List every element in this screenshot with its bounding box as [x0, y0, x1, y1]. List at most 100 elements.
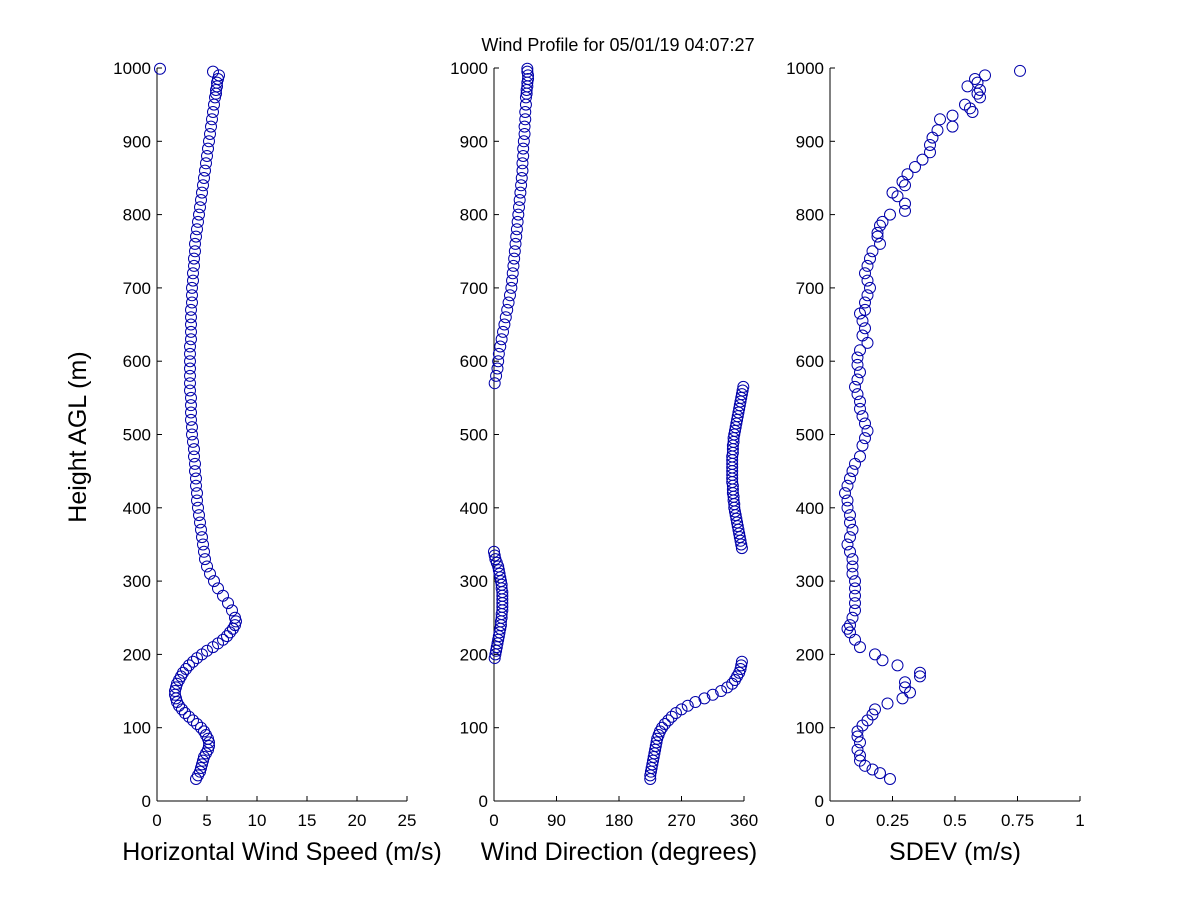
data-point: [871, 230, 884, 243]
data-point: [508, 245, 521, 258]
data-point: [856, 314, 869, 327]
data-point: [514, 186, 527, 199]
x-axis-label: Wind Direction (degrees): [481, 838, 758, 866]
data-point: [519, 98, 532, 111]
y-tick-label: 500: [460, 426, 488, 445]
data-point: [876, 654, 889, 667]
data-point: [513, 201, 525, 214]
data-point: [706, 688, 719, 701]
data-point: [492, 347, 505, 360]
data-point: [854, 366, 866, 379]
data-point: [861, 336, 874, 349]
data-point: [861, 424, 874, 437]
x-tick-label: 5: [202, 811, 211, 830]
data-point: [518, 120, 531, 133]
x-tick-label: 180: [605, 811, 633, 830]
y-tick-label: 100: [796, 719, 824, 738]
data-point: [846, 523, 859, 536]
y-tick-label: 300: [460, 572, 488, 591]
data-point: [969, 72, 981, 85]
data-point: [662, 714, 675, 727]
data-point: [506, 274, 519, 287]
subplot-2: 0 100 200 300 400 500 600 700 800 900 1000 0 90 180 27…: [450, 59, 758, 866]
data-point: [197, 179, 209, 192]
data-point: [191, 718, 203, 731]
data-point: [184, 355, 196, 368]
data-point: [230, 615, 242, 628]
data-point: [914, 670, 926, 683]
data-point: [207, 641, 219, 654]
data-series: [154, 62, 242, 786]
data-point: [849, 589, 861, 602]
data-point: [187, 267, 199, 280]
data-point: [191, 494, 203, 507]
data-point: [520, 83, 533, 96]
y-tick-label: 700: [123, 279, 151, 298]
data-point: [841, 479, 854, 492]
data-point: [859, 417, 871, 430]
data-point: [190, 479, 202, 492]
data-point: [856, 329, 869, 342]
x-tick-label: 0.75: [1001, 811, 1034, 830]
x-tick-label: 10: [248, 811, 267, 830]
data-point: [516, 164, 529, 177]
data-point: [721, 681, 734, 694]
data-point: [866, 763, 879, 776]
data-point: [864, 252, 876, 265]
data-point: [518, 127, 531, 140]
data-point: [681, 699, 694, 712]
data-point: [176, 703, 188, 716]
data-point: [841, 622, 854, 635]
data-point: [851, 743, 864, 756]
data-point: [186, 428, 198, 441]
data-point: [854, 344, 866, 357]
y-tick-label: 700: [796, 279, 824, 298]
data-point: [185, 318, 197, 331]
y-tick-label: 500: [123, 426, 151, 445]
data-point: [489, 648, 502, 661]
data-point: [488, 549, 501, 562]
data-point: [854, 402, 866, 415]
x-tick-label: 0.25: [876, 811, 909, 830]
y-tick-label: 400: [460, 499, 488, 518]
data-point: [859, 296, 871, 309]
data-point: [184, 340, 196, 353]
data-point: [188, 443, 200, 456]
data-point: [185, 413, 197, 426]
data-point: [488, 377, 501, 390]
data-point: [644, 773, 657, 786]
x-tick-label: 0: [825, 811, 834, 830]
data-point: [512, 208, 525, 221]
data-point: [874, 219, 886, 232]
data-point: [519, 113, 532, 126]
y-tick-label: 900: [796, 132, 824, 151]
data-point: [856, 439, 869, 452]
data-point: [185, 303, 197, 316]
y-tick-label: 0: [479, 792, 488, 811]
data-point: [844, 626, 856, 639]
data-point: [226, 604, 238, 617]
data-point: [735, 538, 748, 551]
data-point: [198, 545, 210, 558]
data-point: [190, 230, 202, 243]
y-axis-label: Height AGL (m): [64, 351, 92, 522]
data-point: [844, 472, 856, 485]
x-tick-label: 25: [398, 811, 417, 830]
data-point: [689, 696, 702, 709]
data-point: [494, 340, 507, 353]
data-point: [931, 124, 944, 137]
y-tick-label: 1000: [113, 59, 151, 78]
data-point: [971, 87, 984, 100]
data-point: [196, 186, 208, 199]
y-tick-label: 500: [796, 426, 824, 445]
data-point: [849, 604, 861, 617]
data-point: [189, 457, 201, 470]
data-point: [198, 171, 210, 184]
data-point: [924, 146, 936, 159]
data-point: [206, 113, 218, 126]
data-point: [859, 322, 871, 335]
data-point: [735, 659, 748, 672]
data-point: [735, 655, 748, 668]
data-point: [869, 648, 881, 661]
y-tick-label: 900: [123, 132, 151, 151]
